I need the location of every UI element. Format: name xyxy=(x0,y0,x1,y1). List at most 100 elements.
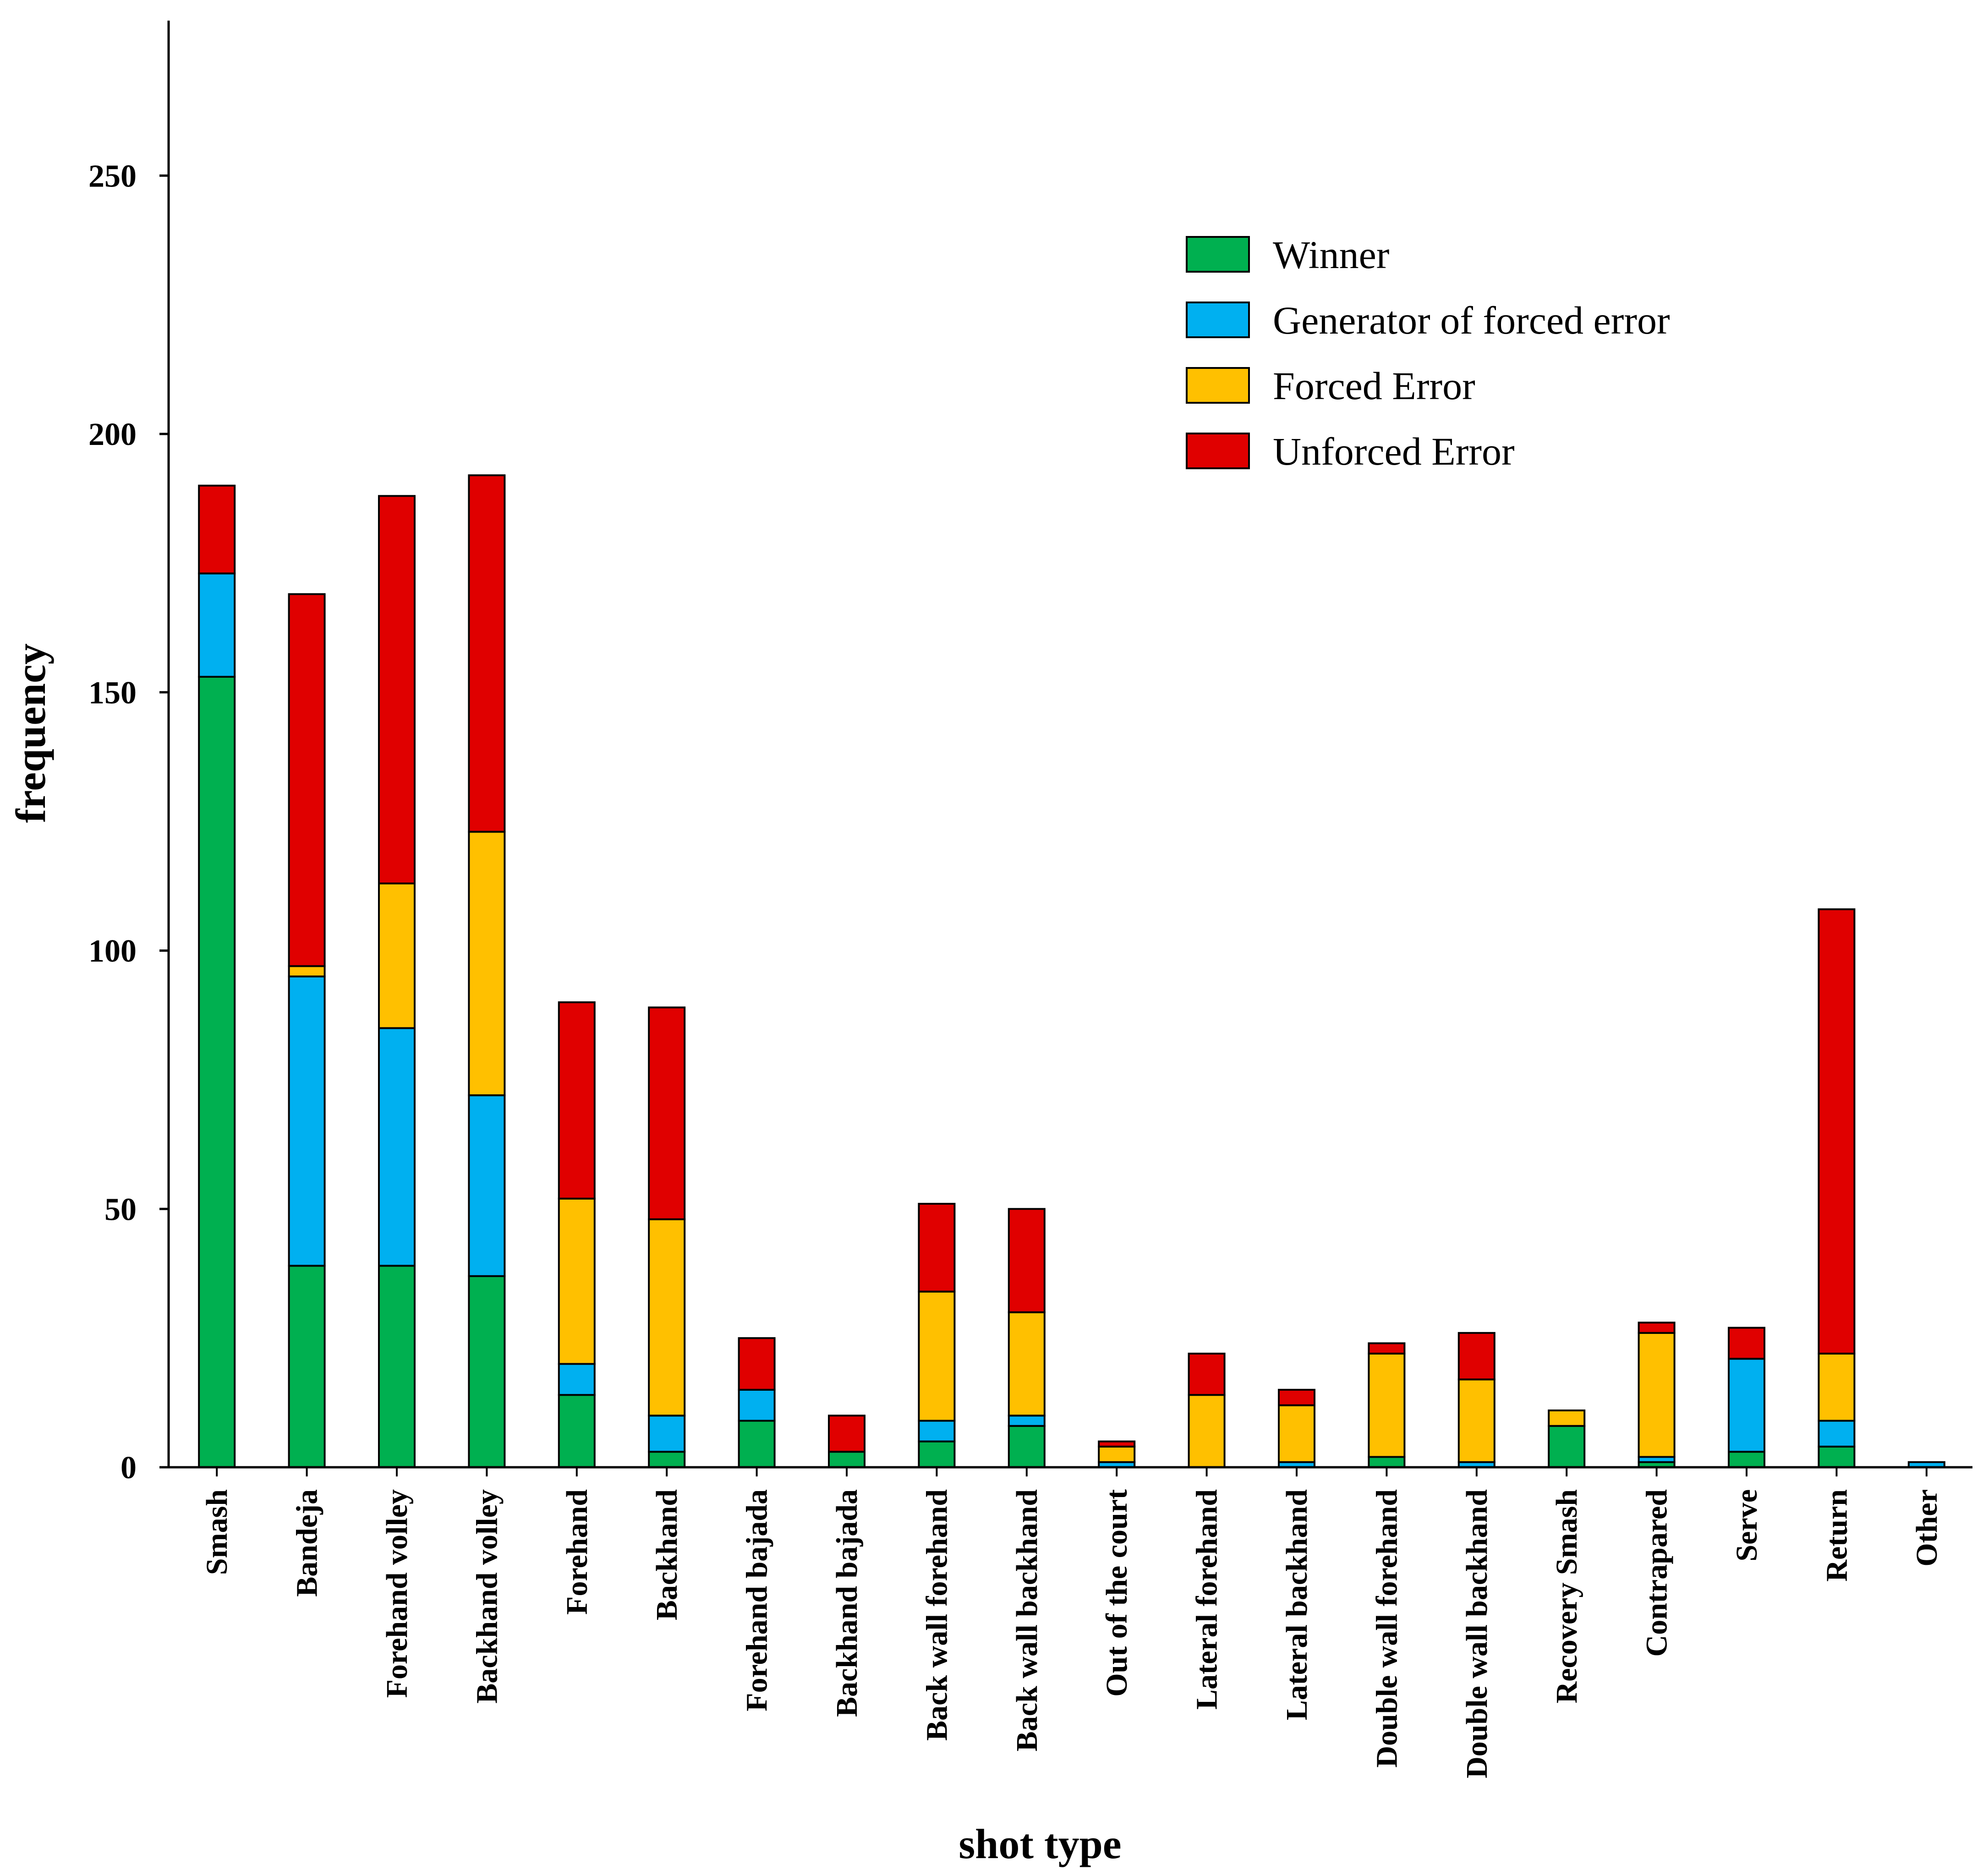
legend-swatch-winner xyxy=(1186,236,1250,273)
bar-bandeja-generator-of-forced-error xyxy=(288,975,326,1267)
bar-backhand-winner xyxy=(648,1451,686,1469)
bar-return-forced-error xyxy=(1818,1352,1856,1422)
x-category-label: Lateral forehand xyxy=(1190,1489,1224,1710)
bar-backhand-volley-winner xyxy=(468,1275,506,1468)
x-category-label: Forehand xyxy=(560,1489,594,1615)
y-tick-label: 0 xyxy=(121,1450,137,1486)
bar-double-wall-backhand-forced-error xyxy=(1457,1378,1495,1463)
bar-backhand-volley-forced-error xyxy=(468,831,506,1097)
y-tick-label: 50 xyxy=(104,1192,137,1227)
x-category-label: Forehand volley xyxy=(380,1489,414,1698)
bar-forehand-volley-generator-of-forced-error xyxy=(378,1027,416,1267)
bar-backhand-forced-error xyxy=(648,1218,686,1417)
bar-smash-winner xyxy=(198,675,236,1468)
bar-smash-generator-of-forced-error xyxy=(198,572,236,678)
x-category-label: Forehand bajada xyxy=(740,1489,774,1711)
bar-bandeja-unforced-error xyxy=(288,593,326,967)
y-ticks: 0 50 100 150 200 250 xyxy=(88,159,169,1486)
bar-back-wall-backhand-winner xyxy=(1008,1425,1046,1469)
bar-out-of-the-court-forced-error xyxy=(1098,1445,1136,1463)
legend-swatch-forced-error xyxy=(1186,367,1250,404)
x-category-label: Bandeja xyxy=(290,1489,324,1597)
x-category-label: Lateral backhand xyxy=(1280,1489,1314,1720)
bar-forehand-generator-of-forced-error xyxy=(558,1363,596,1396)
legend-swatch-generator-of-forced-error xyxy=(1186,302,1250,338)
bar-backhand-unforced-error xyxy=(648,1006,686,1220)
bar-serve-generator-of-forced-error xyxy=(1728,1358,1765,1453)
bar-forehand-volley-winner xyxy=(378,1265,416,1468)
x-category-labels: Smash Bandeja Forehand volley Backhand voll… xyxy=(200,1489,1944,1778)
x-category-label: Smash xyxy=(200,1489,234,1575)
bar-forehand-bajada-unforced-error xyxy=(738,1337,776,1391)
bar-forehand-winner xyxy=(558,1394,596,1468)
bar-bandeja-forced-error xyxy=(288,965,326,977)
y-tick-label: 250 xyxy=(88,159,137,194)
bar-backhand-volley-unforced-error xyxy=(468,474,506,833)
legend-label-generator-of-forced-error: Generator of forced error xyxy=(1273,298,1670,342)
bar-lateral-backhand-forced-error xyxy=(1278,1404,1315,1463)
bar-out-of-the-court-unforced-error xyxy=(1098,1440,1136,1448)
bar-forehand-forced-error xyxy=(558,1197,596,1365)
bar-serve-unforced-error xyxy=(1728,1327,1765,1360)
bar-back-wall-forehand-winner xyxy=(918,1440,956,1468)
x-category-label: Contrapared xyxy=(1640,1489,1674,1657)
x-category-label: Backhand volley xyxy=(470,1489,504,1704)
bar-back-wall-forehand-generator-of-forced-error xyxy=(918,1420,956,1443)
bar-back-wall-forehand-unforced-error xyxy=(918,1202,956,1293)
bar-forehand-volley-unforced-error xyxy=(378,495,416,884)
x-category-label: Double wall backhand xyxy=(1460,1489,1494,1778)
bar-contrapared-forced-error xyxy=(1638,1332,1676,1458)
bar-backhand-generator-of-forced-error xyxy=(648,1415,686,1453)
bar-double-wall-backhand-unforced-error xyxy=(1457,1332,1495,1381)
legend-swatch-unforced-error xyxy=(1186,433,1250,469)
bar-forehand-unforced-error xyxy=(558,1001,596,1200)
x-category-label: Other xyxy=(1910,1489,1944,1567)
legend-label-unforced-error: Unforced Error xyxy=(1273,429,1515,473)
axes-layer xyxy=(167,21,1972,1469)
bar-smash-unforced-error xyxy=(198,484,236,575)
bar-back-wall-forehand-forced-error xyxy=(918,1290,956,1422)
legend-label-forced-error: Forced Error xyxy=(1273,364,1475,408)
bar-backhand-volley-generator-of-forced-error xyxy=(468,1094,506,1277)
bar-back-wall-backhand-unforced-error xyxy=(1008,1208,1046,1313)
y-axis-title: frequency xyxy=(7,643,54,823)
x-category-label: Backhand bajada xyxy=(830,1489,864,1717)
bar-contrapared-unforced-error xyxy=(1638,1322,1676,1334)
y-tick-label: 200 xyxy=(88,417,137,452)
bar-lateral-backhand-unforced-error xyxy=(1278,1388,1315,1406)
bar-double-wall-forehand-unforced-error xyxy=(1368,1342,1406,1355)
bar-return-generator-of-forced-error xyxy=(1818,1420,1856,1448)
bar-double-wall-forehand-forced-error xyxy=(1368,1352,1406,1458)
legend: Winner Generator of forced error Forced Er… xyxy=(1186,233,1670,473)
bar-return-winner xyxy=(1818,1445,1856,1468)
bar-recovery-smash-forced-error xyxy=(1548,1409,1586,1427)
x-category-label: Recovery Smash xyxy=(1550,1489,1583,1703)
bar-lateral-forehand-unforced-error xyxy=(1188,1352,1226,1396)
bar-recovery-smash-winner xyxy=(1548,1425,1586,1469)
bar-lateral-forehand-forced-error xyxy=(1188,1394,1226,1468)
x-category-label: Double wall forehand xyxy=(1370,1489,1403,1768)
bar-backhand-bajada-unforced-error xyxy=(828,1415,866,1453)
x-category-label: Out of the court xyxy=(1100,1489,1134,1697)
x-category-label: Serve xyxy=(1730,1489,1764,1562)
bar-backhand-bajada-winner xyxy=(828,1451,866,1469)
bar-back-wall-backhand-forced-error xyxy=(1008,1311,1046,1417)
x-category-label: Back wall backhand xyxy=(1010,1489,1044,1751)
x-category-label: Back wall forehand xyxy=(920,1489,953,1741)
bar-bandeja-winner xyxy=(288,1265,326,1468)
bar-serve-winner xyxy=(1728,1451,1765,1469)
bar-return-unforced-error xyxy=(1818,908,1856,1355)
bar-double-wall-forehand-winner xyxy=(1368,1456,1406,1468)
bar-forehand-bajada-winner xyxy=(738,1420,776,1468)
y-tick-label: 150 xyxy=(88,675,137,711)
x-axis-title: shot type xyxy=(959,1821,1121,1867)
x-category-label: Return xyxy=(1820,1489,1853,1582)
bar-forehand-volley-forced-error xyxy=(378,882,416,1029)
bar-back-wall-backhand-generator-of-forced-error xyxy=(1008,1415,1046,1427)
bar-forehand-bajada-generator-of-forced-error xyxy=(738,1388,776,1422)
y-tick-label: 100 xyxy=(88,934,137,969)
legend-label-winner: Winner xyxy=(1273,233,1389,277)
x-category-label: Backhand xyxy=(650,1489,684,1620)
